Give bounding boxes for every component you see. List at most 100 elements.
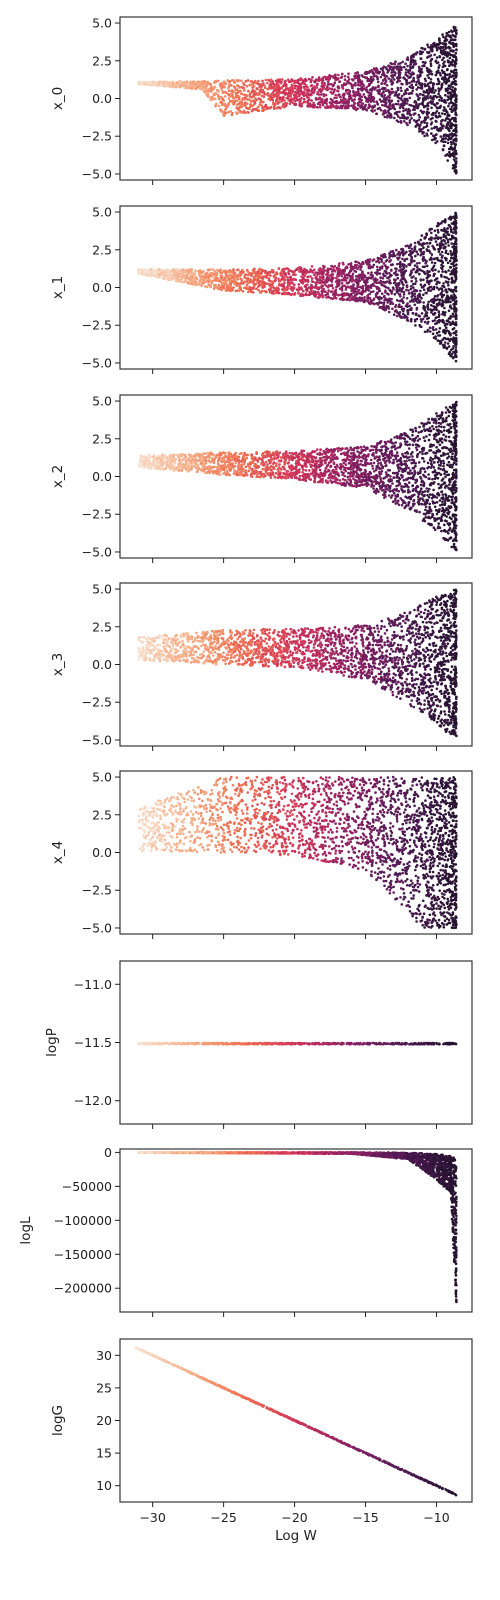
data-point [399,119,403,123]
data-point [393,73,397,77]
data-point [440,250,444,254]
data-point [191,275,194,279]
data-point [422,105,426,108]
data-point [432,134,436,138]
data-point [298,101,302,104]
data-point [408,81,412,85]
data-point [174,279,178,283]
data-point [236,84,239,87]
data-point [287,99,291,102]
data-point [451,109,455,112]
data-point [441,310,445,314]
data-point [452,70,455,73]
data-point [318,96,322,100]
data-point [280,80,283,84]
data-point [450,294,453,298]
data-point [425,124,429,128]
data-point [357,261,361,265]
data-point [426,308,430,311]
data-point [437,330,441,334]
data-point [364,88,368,92]
data-point [385,96,389,99]
data-point [396,276,400,280]
data-point [228,80,232,83]
data-point [308,293,311,297]
data-point [354,93,357,97]
data-point [306,283,309,287]
data-point [398,76,402,79]
data-point [398,303,401,307]
data-point [398,110,401,114]
data-point [401,264,405,268]
data-point [360,262,364,266]
data-point [259,84,263,88]
data-point [366,97,370,100]
data-point [382,65,386,68]
data-point [444,42,447,46]
data-point [416,270,419,273]
data-point [400,94,404,98]
data-point [402,309,405,313]
data-point [455,44,458,48]
data-point [213,270,217,273]
data-point [421,259,425,262]
data-point [225,273,228,277]
data-point [431,82,435,85]
data-point [366,258,370,262]
data-point [319,90,323,94]
data-point [409,285,413,288]
data-point [425,110,429,114]
data-point [352,90,355,93]
data-point [448,87,452,90]
data-point [296,98,299,102]
data-point [409,319,413,323]
data-point [426,96,430,100]
data-point [358,296,362,300]
data-point [200,81,204,85]
data-point [425,276,429,280]
data-point [429,70,433,73]
data-point [357,92,360,95]
data-point [451,95,454,99]
data-point [368,88,372,92]
data-point [425,84,429,87]
data-point [441,260,444,264]
data-point [322,84,326,87]
data-point [299,89,303,93]
data-point [370,271,373,274]
data-point [242,109,246,113]
data-point [401,82,404,86]
data-point [332,90,336,93]
data-point [356,285,360,289]
data-point [378,98,382,101]
data-point [374,86,378,89]
data-point [414,254,417,258]
data-point [372,302,375,305]
data-point [288,102,292,106]
data-point [318,101,321,104]
data-point [383,81,387,85]
data-point [419,50,423,54]
data-point [410,291,414,294]
data-point [390,71,393,74]
data-point [452,307,456,311]
data-point [366,90,369,94]
data-point [451,154,455,157]
data-point [272,292,275,295]
data-point [278,90,281,93]
data-point [336,105,340,108]
data-point [437,315,441,319]
data-point [426,269,429,273]
data-point [412,106,416,109]
data-point [243,93,246,97]
data-point [411,282,415,286]
data-point [439,129,443,132]
data-point [272,289,275,293]
data-point [406,88,409,92]
data-point [393,293,397,296]
data-point [204,285,207,288]
data-point [243,88,246,91]
data-point [447,91,450,95]
data-point [227,287,230,291]
data-point [446,227,449,230]
